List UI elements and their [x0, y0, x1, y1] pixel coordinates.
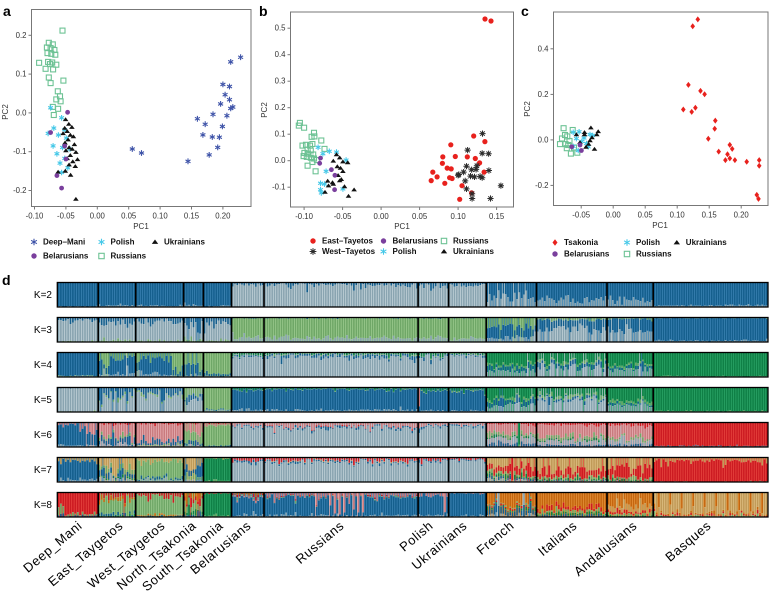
svg-text:0.10: 0.10 [451, 212, 467, 221]
svg-text:-0.05: -0.05 [572, 211, 590, 220]
svg-text:PC1: PC1 [652, 221, 668, 230]
svg-text:Russians: Russians [636, 250, 672, 259]
svg-text:-0.10: -0.10 [26, 212, 44, 221]
svg-text:K=2: K=2 [34, 290, 53, 301]
svg-text:Russians: Russians [453, 237, 489, 246]
svg-text:Polish: Polish [636, 238, 660, 247]
svg-text:PC1: PC1 [394, 222, 410, 231]
svg-text:Belarusians: Belarusians [43, 252, 89, 261]
svg-text:PC1: PC1 [133, 222, 149, 231]
svg-text:-0.1: -0.1 [272, 183, 285, 192]
svg-text:0.0: 0.0 [16, 108, 28, 117]
svg-text:d: d [2, 272, 11, 288]
svg-text:0.2: 0.2 [16, 31, 27, 40]
svg-text:Tsakonia: Tsakonia [564, 238, 599, 247]
svg-text:K=7: K=7 [34, 465, 53, 476]
svg-text:0.15: 0.15 [184, 212, 200, 221]
svg-text:0.2: 0.2 [275, 103, 286, 112]
svg-text:PC2: PC2 [1, 104, 10, 120]
svg-text:0.2: 0.2 [538, 90, 549, 99]
svg-text:Deep–Mani: Deep–Mani [43, 238, 85, 247]
svg-text:K=3: K=3 [34, 325, 53, 336]
svg-text:-0.2: -0.2 [535, 181, 548, 190]
svg-text:PC2: PC2 [260, 102, 269, 118]
svg-text:0.3: 0.3 [275, 77, 286, 86]
svg-text:Polish: Polish [111, 238, 135, 247]
svg-text:Belarusians: Belarusians [564, 250, 610, 259]
svg-text:-0.05: -0.05 [57, 212, 75, 221]
svg-text:0.1: 0.1 [16, 70, 27, 79]
svg-text:Russians: Russians [111, 252, 147, 261]
svg-text:0.5: 0.5 [275, 24, 287, 33]
svg-text:a: a [3, 3, 11, 19]
svg-text:0.0: 0.0 [275, 156, 287, 165]
svg-text:0.4: 0.4 [275, 50, 287, 59]
svg-text:0.1: 0.1 [275, 130, 286, 139]
svg-text:Ukrainians: Ukrainians [453, 247, 494, 256]
svg-text:0.4: 0.4 [538, 44, 550, 53]
svg-text:Ukrainians: Ukrainians [686, 238, 727, 247]
svg-text:0.00: 0.00 [606, 211, 622, 220]
svg-text:b: b [259, 3, 268, 19]
svg-text:0.15: 0.15 [702, 211, 718, 220]
svg-text:K=5: K=5 [34, 395, 53, 406]
svg-text:K=4: K=4 [34, 360, 53, 371]
svg-text:West–Tayetos: West–Tayetos [322, 247, 376, 256]
svg-text:-0.2: -0.2 [13, 186, 26, 195]
svg-text:0.10: 0.10 [153, 212, 169, 221]
svg-text:0.15: 0.15 [489, 212, 505, 221]
svg-text:K=8: K=8 [34, 500, 53, 511]
svg-text:0.00: 0.00 [374, 212, 390, 221]
svg-text:-0.05: -0.05 [334, 212, 352, 221]
svg-text:Ukrainians: Ukrainians [164, 238, 205, 247]
svg-text:0.00: 0.00 [90, 212, 106, 221]
svg-text:Belarusians: Belarusians [393, 237, 439, 246]
svg-text:0.20: 0.20 [734, 211, 750, 220]
svg-text:c: c [521, 3, 529, 19]
svg-text:-0.1: -0.1 [13, 147, 26, 156]
svg-text:0.20: 0.20 [215, 212, 231, 221]
svg-text:0.0: 0.0 [538, 135, 550, 144]
svg-text:0.05: 0.05 [638, 211, 654, 220]
svg-text:East–Tayetos: East–Tayetos [322, 237, 374, 246]
svg-text:Polish: Polish [393, 247, 417, 256]
svg-text:0.05: 0.05 [412, 212, 428, 221]
svg-text:0.05: 0.05 [121, 212, 137, 221]
svg-text:K=6: K=6 [34, 430, 53, 441]
svg-text:PC2: PC2 [523, 101, 532, 117]
svg-text:0.10: 0.10 [670, 211, 686, 220]
svg-text:-0.10: -0.10 [295, 212, 313, 221]
